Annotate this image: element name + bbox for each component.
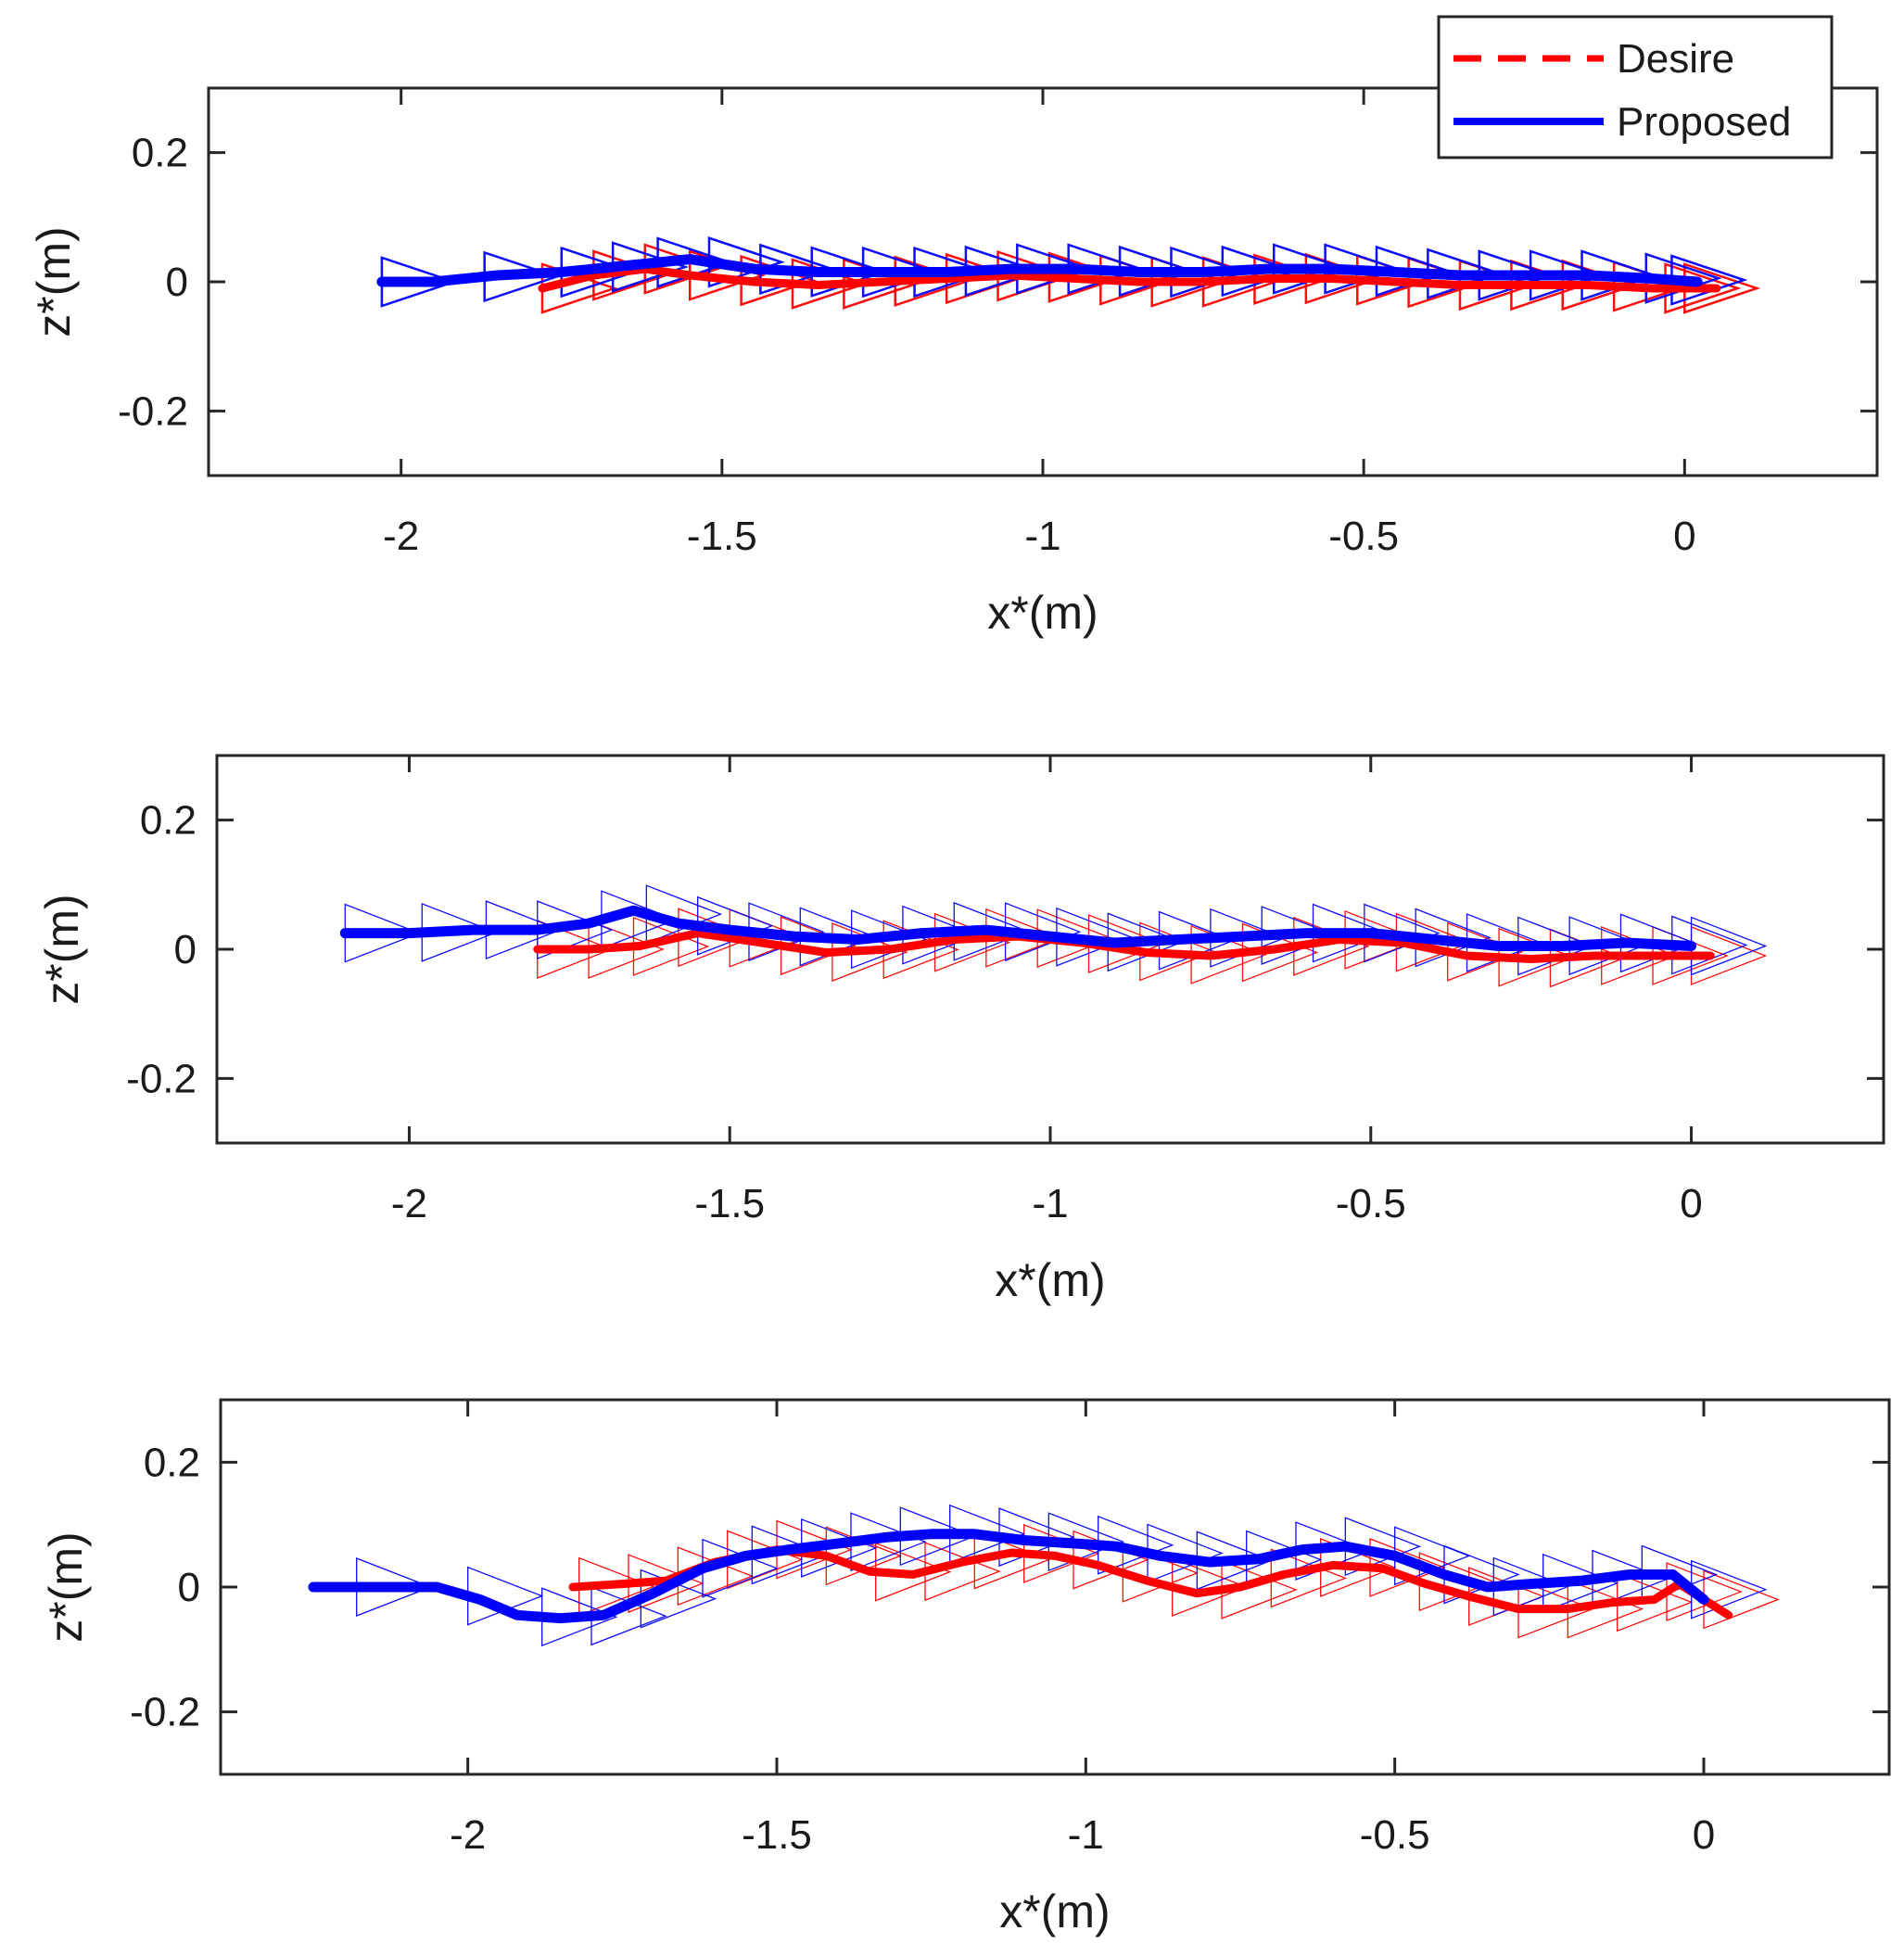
x-tick-label: -2 — [391, 1181, 427, 1226]
plot-area — [308, 1504, 1780, 1647]
x-tick-label: -1 — [1024, 514, 1060, 559]
x-tick-label: -1 — [1068, 1812, 1104, 1858]
y-axis-label: z*(m) — [40, 1531, 92, 1642]
y-axis-label: z*(m) — [28, 226, 80, 337]
proposed-trajectory-line — [339, 905, 1696, 951]
x-tick-label: -2 — [383, 514, 419, 559]
y-axis-label: z*(m) — [36, 894, 88, 1004]
x-axis-label: x*(m) — [999, 1886, 1110, 1937]
y-tick-label: 0.2 — [140, 798, 197, 844]
plot-area — [376, 236, 1761, 314]
x-axis-label: x*(m) — [995, 1254, 1105, 1306]
x-axis-label: x*(m) — [987, 587, 1098, 639]
y-tick-label: -0.2 — [130, 1690, 200, 1735]
x-tick-label: -0.5 — [1328, 514, 1399, 559]
proposed-trajectory-line — [376, 254, 1703, 287]
y-tick-label: 0 — [174, 927, 197, 972]
x-tick-label: -1.5 — [687, 514, 757, 559]
legend: Desire Proposed — [1437, 15, 1834, 159]
x-tick-label: 0 — [1673, 514, 1695, 559]
x-tick-label: 0 — [1693, 1812, 1715, 1858]
x-tick-label: -1.5 — [742, 1812, 812, 1858]
x-tick-label: -0.5 — [1360, 1812, 1430, 1858]
y-tick-label: 0.2 — [144, 1440, 200, 1485]
plot-area — [339, 884, 1768, 988]
x-tick-label: -0.5 — [1336, 1181, 1406, 1226]
chart-panel-top: -2 -1.5 -1 -0.5 0 0.2 0 -0.2 x*(m) z*(m) — [28, 86, 1879, 639]
proposed-trajectory-line — [308, 1529, 1709, 1624]
y-tick-label: 0 — [178, 1565, 200, 1610]
y-tick-label: -0.2 — [118, 388, 188, 434]
chart-panel-bottom: -2 -1.5 -1 -0.5 0 0.2 0 -0.2 x*(m) z*(m) — [40, 1398, 1891, 1937]
chart-panel-middle: -2 -1.5 -1 -0.5 0 0.2 0 -0.2 x*(m) z*(m) — [36, 754, 1885, 1306]
x-tick-label: -1 — [1032, 1181, 1068, 1226]
y-tick-label: 0 — [166, 260, 188, 305]
x-tick-label: -2 — [450, 1812, 486, 1858]
x-tick-label: 0 — [1680, 1181, 1702, 1226]
legend-desire-label: Desire — [1617, 36, 1734, 82]
x-tick-label: -1.5 — [694, 1181, 765, 1226]
legend-box — [1437, 15, 1834, 159]
legend-proposed-label: Proposed — [1617, 99, 1791, 145]
y-tick-label: -0.2 — [126, 1056, 197, 1101]
y-tick-label: 0.2 — [132, 131, 188, 176]
desire-trajectory-line — [538, 264, 1721, 293]
